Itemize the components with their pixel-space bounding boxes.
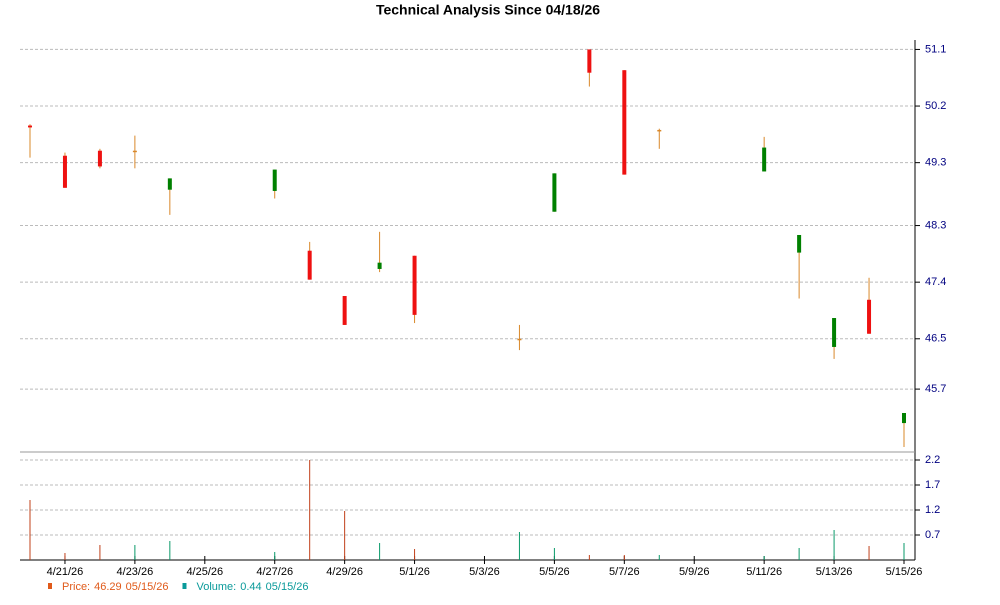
x-tick-label: 4/27/26 xyxy=(256,566,293,578)
legend-date: 05/15/26 xyxy=(126,581,169,593)
chart-title: Technical Analysis Since 04/18/26 xyxy=(376,2,600,18)
x-tick-label: 5/5/26 xyxy=(539,566,570,578)
y-tick-label: 2.2 xyxy=(925,454,940,466)
y-tick-label: 1.7 xyxy=(925,479,940,491)
candle-body xyxy=(867,299,872,334)
candle-body xyxy=(62,155,67,188)
candle-body xyxy=(132,150,137,153)
candle-body xyxy=(587,49,592,73)
legend-marker xyxy=(182,583,187,589)
candle-body xyxy=(902,413,906,424)
y-tick-label: 0.7 xyxy=(925,529,940,541)
y-tick-label: 46.5 xyxy=(925,333,946,345)
x-tick-label: 5/1/26 xyxy=(399,566,430,578)
x-tick-label: 4/23/26 xyxy=(117,566,154,578)
candle-body xyxy=(412,255,417,315)
x-tick-label: 5/13/26 xyxy=(816,566,853,578)
candle-body xyxy=(272,169,277,191)
x-tick-label: 4/21/26 xyxy=(47,566,84,578)
candle-body xyxy=(657,129,662,132)
candle-body xyxy=(762,147,767,172)
candle-body xyxy=(552,173,557,212)
candle-body xyxy=(167,178,172,190)
legend-marker xyxy=(48,583,52,589)
candle-body xyxy=(97,150,102,167)
candle-body xyxy=(307,250,312,280)
candle-body xyxy=(377,262,382,269)
x-tick-label: 5/7/26 xyxy=(609,566,640,578)
candle-body xyxy=(832,318,837,347)
candle-body xyxy=(517,338,522,341)
candle-body xyxy=(342,296,347,325)
x-tick-label: 5/3/26 xyxy=(469,566,500,578)
legend-label: Volume: xyxy=(196,581,236,593)
y-tick-label: 47.4 xyxy=(925,276,946,288)
y-tick-label: 49.3 xyxy=(925,157,946,169)
x-tick-label: 5/15/26 xyxy=(886,566,923,578)
y-tick-label: 48.3 xyxy=(925,219,946,231)
x-tick-label: 5/11/26 xyxy=(746,566,782,578)
y-tick-label: 45.7 xyxy=(925,383,946,395)
y-tick-label: 51.1 xyxy=(925,43,946,55)
x-tick-label: 5/9/26 xyxy=(679,566,710,578)
candle-body xyxy=(622,70,627,175)
legend-label: Price: xyxy=(62,581,90,593)
x-tick-label: 4/25/26 xyxy=(186,566,223,578)
y-tick-label: 1.2 xyxy=(925,504,940,516)
legend-value: 0.44 xyxy=(240,581,261,593)
legend-date: 05/15/26 xyxy=(266,581,309,593)
x-tick-label: 4/29/26 xyxy=(326,566,363,578)
y-tick-label: 50.2 xyxy=(925,100,946,112)
candle-body xyxy=(28,125,32,128)
legend-value: 46.29 xyxy=(94,581,122,593)
candle-body xyxy=(797,234,802,253)
